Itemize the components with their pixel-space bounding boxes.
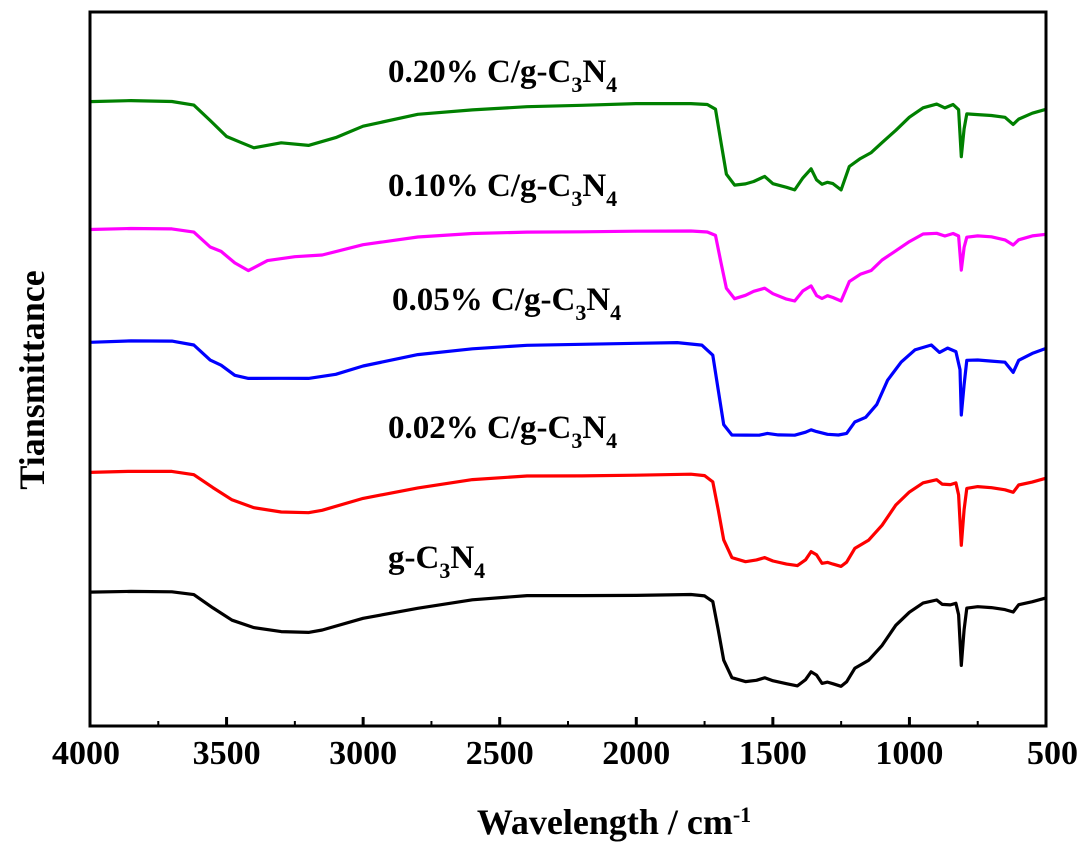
- series-label-subscript: 3: [575, 300, 586, 325]
- series-label-text: 0.20% C/g-C: [388, 54, 571, 90]
- x-tick-label: 4000: [52, 735, 120, 772]
- series-label-2: 0.05% C/g-C3N4: [392, 282, 621, 325]
- series-label-text: N: [450, 540, 474, 576]
- series-label-subscript: 4: [610, 300, 621, 325]
- series-line-1: [89, 469, 1047, 569]
- series-line-0: [89, 589, 1047, 688]
- series-label-text: 0.10% C/g-C: [388, 168, 571, 204]
- series-label-1: 0.02% C/g-C3N4: [388, 410, 617, 453]
- series-label-subscript: 3: [439, 558, 450, 583]
- series-label-subscript: 4: [606, 428, 617, 453]
- series-label-text: g-C: [388, 540, 439, 576]
- series-label-subscript: 3: [571, 72, 582, 97]
- series-label-text: 0.02% C/g-C: [388, 410, 571, 446]
- x-tick-label: 2000: [602, 735, 670, 772]
- series-label-text: N: [582, 168, 606, 204]
- x-tick-label: 1500: [739, 735, 807, 772]
- x-tick-label: 500: [1027, 735, 1078, 772]
- series-label-text: N: [582, 410, 606, 446]
- x-tick-label: 1000: [875, 735, 943, 772]
- x-axis-title-superscript: -1: [733, 802, 751, 827]
- series-line-2: [89, 339, 1047, 437]
- x-tick-label: 2500: [466, 735, 534, 772]
- series-label-text: N: [582, 54, 606, 90]
- series-label-4: 0.20% C/g-C3N4: [388, 54, 617, 97]
- x-axis: 4000 3500 3000 2500 2000 1500 1000 500: [52, 717, 1078, 772]
- series-label-subscript: 4: [606, 72, 617, 97]
- series-label-subscript: 4: [474, 558, 485, 583]
- x-tick-label: 3500: [193, 735, 261, 772]
- x-tick-label: 3000: [329, 735, 397, 772]
- series-label-text: N: [586, 282, 610, 318]
- series-label-subscript: 3: [571, 186, 582, 211]
- series-label-text: 0.05% C/g-C: [392, 282, 575, 318]
- series-line-4: [89, 98, 1047, 192]
- series-label-0: g-C3N4: [388, 540, 485, 583]
- series-layer: [89, 98, 1047, 688]
- x-axis-title: Wavelength / cm-1: [477, 802, 751, 843]
- series-label-subscript: 3: [571, 428, 582, 453]
- y-axis-title: Tiansmittance: [12, 270, 52, 489]
- series-label-subscript: 4: [606, 186, 617, 211]
- series-line-3: [89, 226, 1047, 303]
- series-label-3: 0.10% C/g-C3N4: [388, 168, 617, 211]
- x-axis-title-main: Wavelength / cm: [477, 802, 733, 842]
